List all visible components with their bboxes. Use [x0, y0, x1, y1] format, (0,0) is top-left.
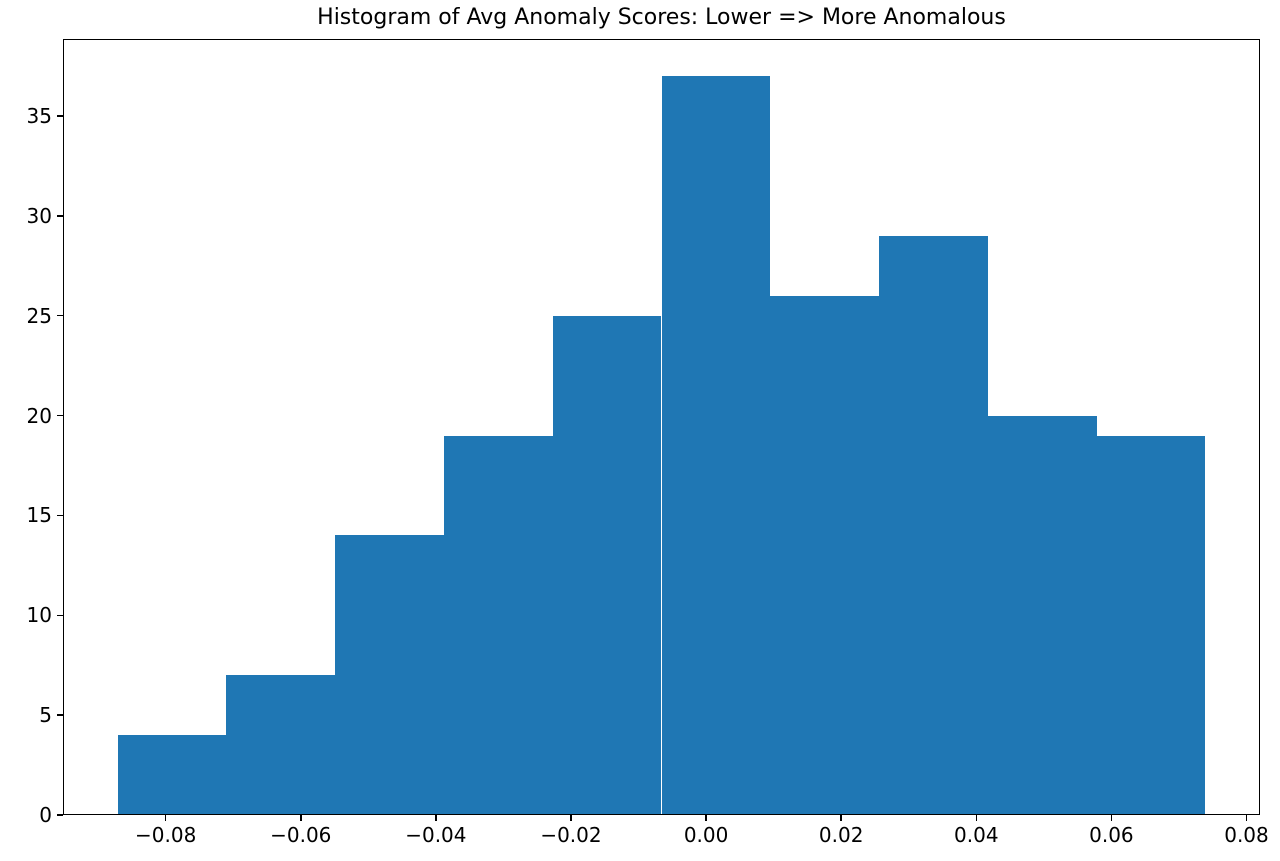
- x-tick-mark: [1245, 815, 1248, 821]
- y-tick-label: 5: [39, 703, 52, 728]
- plot-area: [63, 39, 1260, 815]
- x-tick-mark: [435, 815, 437, 821]
- y-tick-mark: [57, 514, 63, 517]
- x-tick-label: −0.06: [270, 823, 332, 847]
- y-tick-label: 25: [26, 303, 52, 328]
- y-tick-mark: [57, 115, 63, 117]
- y-tick-label: 15: [26, 503, 52, 528]
- x-tick-mark: [975, 815, 978, 821]
- x-tick-label: 0.02: [818, 823, 864, 847]
- histogram-bar: [552, 315, 662, 815]
- histogram-bar: [1096, 435, 1206, 815]
- x-tick-label: −0.04: [405, 823, 467, 847]
- x-tick-mark: [1110, 815, 1113, 821]
- x-tick-label: 0.00: [683, 823, 729, 847]
- y-tick-mark: [57, 614, 63, 616]
- y-tick-label: 30: [26, 203, 52, 228]
- chart-title: Histogram of Avg Anomaly Scores: Lower =…: [317, 5, 1006, 30]
- y-tick-mark: [57, 215, 63, 217]
- x-tick-mark: [570, 815, 572, 821]
- histogram-bar: [117, 735, 227, 815]
- x-tick-mark: [705, 815, 707, 821]
- y-tick-label: 20: [26, 403, 52, 428]
- x-tick-label: 0.04: [954, 823, 999, 847]
- x-tick-label: −0.02: [540, 823, 602, 847]
- x-tick-mark: [164, 815, 167, 821]
- histogram-bar: [770, 295, 879, 815]
- y-tick-mark: [57, 714, 63, 716]
- histogram-bar: [987, 415, 1097, 815]
- histogram-bar: [661, 75, 771, 815]
- histogram-bar: [226, 675, 336, 815]
- histogram-bar: [443, 435, 553, 815]
- x-tick-mark: [840, 815, 842, 821]
- histogram-bar: [879, 235, 988, 815]
- x-tick-label: −0.08: [135, 823, 197, 847]
- y-tick-label: 0: [39, 803, 52, 827]
- y-tick-label: 35: [26, 103, 52, 128]
- y-tick-mark: [57, 314, 63, 317]
- x-tick-mark: [300, 815, 302, 821]
- x-tick-label: 0.06: [1089, 823, 1134, 847]
- y-tick-mark: [57, 414, 63, 417]
- y-tick-mark: [57, 814, 63, 816]
- x-tick-label: 0.08: [1224, 823, 1269, 847]
- histogram-bar: [335, 535, 444, 815]
- y-tick-label: 10: [26, 603, 52, 628]
